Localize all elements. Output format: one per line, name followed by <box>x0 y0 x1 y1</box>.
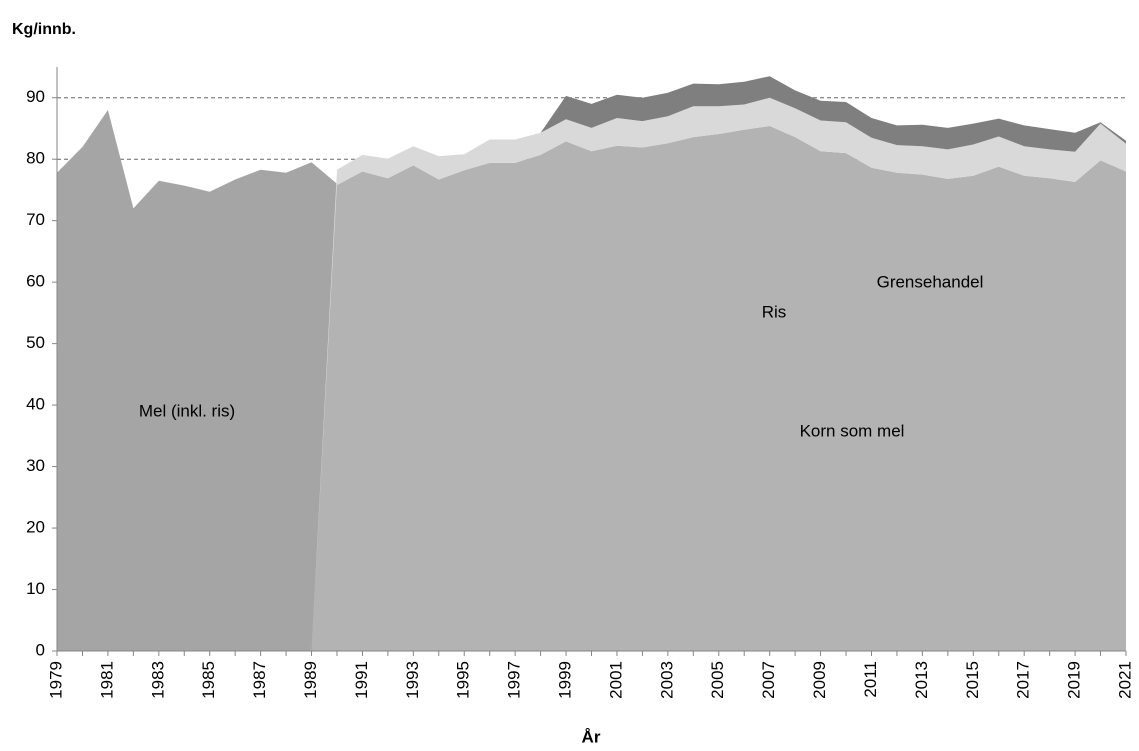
series-label: Korn som mel <box>800 421 905 440</box>
x-tick-label: 2015 <box>963 661 982 699</box>
x-tick-label: 2011 <box>861 661 880 698</box>
x-tick-label: 2009 <box>810 661 829 699</box>
y-axis-label: Kg/innb. <box>12 21 76 38</box>
y-tick-label: 0 <box>36 640 45 659</box>
x-tick-label: 1983 <box>148 661 167 699</box>
x-tick-label: 1991 <box>352 661 371 699</box>
x-tick-label: 2001 <box>606 661 625 699</box>
x-axis-label: År <box>582 727 601 746</box>
y-tick-label: 10 <box>26 579 45 598</box>
x-tick-label: 1997 <box>505 661 524 699</box>
series-label: Grensehandel <box>877 272 984 291</box>
x-tick-label: 1985 <box>199 661 218 699</box>
y-tick-label: 20 <box>26 518 45 537</box>
area <box>311 97 1126 651</box>
y-tick-label: 60 <box>26 272 45 291</box>
x-tick-label: 1993 <box>403 661 422 699</box>
x-tick-label: 1995 <box>454 661 473 699</box>
x-tick-label: 1981 <box>97 661 116 699</box>
x-tick-label: 2013 <box>912 661 931 699</box>
y-tick-label: 50 <box>26 333 45 352</box>
x-tick-label: 1999 <box>556 661 575 699</box>
x-tick-label: 2017 <box>1014 661 1033 699</box>
y-tick-label: 40 <box>26 395 45 414</box>
y-tick-label: 80 <box>26 149 45 168</box>
series-label: Mel (inkl. ris) <box>139 401 235 420</box>
x-tick-label: 1987 <box>250 661 269 699</box>
x-tick-label: 1989 <box>301 661 320 699</box>
y-tick-label: 90 <box>26 87 45 106</box>
area <box>57 110 337 651</box>
x-tick-label: 2021 <box>1115 661 1134 699</box>
area <box>311 126 1126 651</box>
y-tick-label: 70 <box>26 210 45 229</box>
x-tick-label: 2005 <box>708 661 727 699</box>
x-tick-label: 1979 <box>46 661 65 699</box>
x-tick-label: 2003 <box>657 661 676 699</box>
series-label: Ris <box>762 302 787 321</box>
x-tick-label: 2007 <box>759 661 778 699</box>
y-tick-label: 30 <box>26 456 45 475</box>
x-tick-label: 2019 <box>1065 661 1084 699</box>
area <box>540 76 1126 152</box>
